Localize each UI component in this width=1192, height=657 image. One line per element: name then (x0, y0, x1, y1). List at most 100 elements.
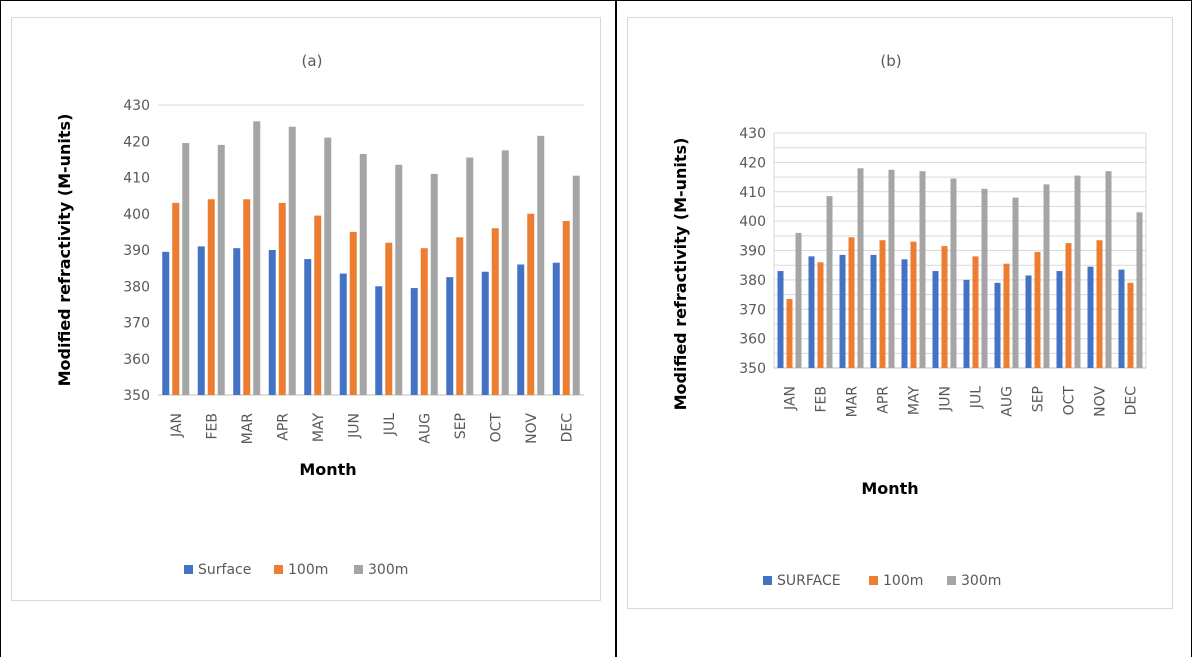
x-tick-label: DEC (1124, 386, 1140, 416)
bar-100m-feb (207, 199, 215, 395)
bar-100m-apr (278, 202, 286, 395)
bar-surface-dec (552, 262, 560, 395)
x-tick-label: APR (275, 413, 291, 441)
bar-surface-may (901, 259, 908, 368)
bar-300m-jun (359, 153, 367, 395)
y-tick-label: 350 (739, 361, 766, 377)
x-tick-label: FEB (204, 413, 220, 440)
bar-300m-may (919, 171, 926, 368)
chart-b-frame: (b) 350 360 370 380 390 400 410 420 430 JAN FEB MAR A… (627, 17, 1173, 609)
bar-300m-jan (182, 143, 190, 395)
bar-100m-apr (879, 240, 886, 368)
x-tick-label: NOV (524, 413, 540, 444)
x-axis-label: Month (861, 479, 918, 498)
bar-100m-sep (456, 237, 464, 395)
bar-100m-oct (491, 228, 499, 395)
x-tick-label: APR (876, 386, 892, 414)
y-axis-label: Modified refractivity (M-units) (55, 114, 74, 387)
legend-swatch (354, 565, 363, 574)
chart-a: (a) 350 360 370 380 390 400 410 420 430 JAN FEB MAR A… (55, 52, 584, 578)
bar-100m-may (910, 241, 917, 368)
bar-300m-jun (950, 178, 957, 368)
x-tick-label: OCT (1062, 386, 1078, 416)
bar-100m-feb (817, 262, 824, 368)
y-tick-label: 380 (123, 279, 150, 295)
x-tick-label: JUN (938, 386, 954, 412)
bar-300m-mar (857, 168, 864, 368)
x-tick-label: MAY (311, 413, 327, 443)
legend-swatch (947, 576, 956, 585)
bar-100m-mar (243, 199, 251, 395)
y-tick-label: 420 (123, 134, 150, 150)
y-tick-label: 390 (123, 243, 150, 259)
bar-surface-jul (963, 279, 970, 368)
bar-300m-feb (826, 196, 833, 368)
x-tick-label: OCT (488, 413, 504, 443)
x-tick-label: MAR (845, 386, 861, 418)
bar-surface-sep (446, 277, 454, 395)
bar-surface-jan (162, 251, 170, 395)
x-tick-label: JAN (169, 413, 185, 438)
bar-300m-oct (1074, 175, 1081, 368)
bar-surface-jul (375, 286, 383, 395)
y-tick-label: 420 (739, 155, 766, 171)
bar-surface-oct (1056, 271, 1063, 368)
x-tick-label: AUG (1000, 386, 1016, 417)
bar-surface-mar (839, 254, 846, 368)
bar-surface-mar (233, 248, 241, 395)
bar-surface-nov (1087, 266, 1094, 368)
bar-surface-jun (339, 273, 347, 395)
bar-100m-jan (786, 298, 793, 368)
x-tick-label: JUL (969, 386, 985, 409)
bar-300m-may (324, 137, 332, 395)
bar-100m-dec (1127, 282, 1134, 368)
y-tick-label: 390 (739, 244, 766, 260)
y-tick-label: 370 (739, 302, 766, 318)
bar-surface-jun (932, 271, 939, 368)
legend-label: 300m (961, 573, 1001, 589)
x-tick-label: AUG (417, 413, 433, 444)
bar-surface-may (304, 259, 312, 395)
y-tick-label: 370 (123, 316, 150, 332)
y-tick-label: 360 (739, 332, 766, 348)
bar-100m-jun (349, 231, 357, 395)
bar-300m-dec (572, 175, 580, 395)
x-tick-label: JAN (783, 386, 799, 411)
chart-b: (b) 350 360 370 380 390 400 410 420 430 JAN FEB MAR A… (671, 52, 1147, 589)
chart-title: (b) (880, 52, 901, 70)
y-tick-label: 430 (123, 98, 150, 114)
bar-100m-jun (941, 246, 948, 368)
bar-surface-feb (808, 256, 815, 368)
x-tick-label: FEB (814, 386, 830, 413)
bar-surface-apr (268, 250, 276, 395)
bar-surface-aug (410, 288, 418, 395)
x-tick-label: MAR (240, 413, 256, 445)
bar-300m-oct (501, 150, 509, 395)
chart-title: (a) (302, 52, 323, 70)
bar-300m-aug (1012, 197, 1019, 368)
bar-100m-sep (1034, 251, 1041, 368)
legend-label: 300m (368, 562, 408, 578)
y-tick-label: 400 (123, 207, 150, 223)
y-tick-label: 410 (739, 185, 766, 201)
bar-100m-oct (1065, 243, 1072, 368)
bar-surface-apr (870, 254, 877, 368)
bar-300m-dec (1136, 212, 1143, 368)
bar-surface-aug (994, 282, 1001, 368)
y-tick-label: 360 (123, 352, 150, 368)
bar-300m-jul (981, 188, 988, 368)
x-axis-label: Month (299, 460, 356, 479)
x-tick-label: JUN (346, 413, 362, 439)
x-tick-label: DEC (559, 413, 575, 443)
bar-300m-sep (1043, 184, 1050, 368)
y-tick-label: 410 (123, 171, 150, 187)
legend-label: 100m (883, 573, 923, 589)
bar-300m-nov (537, 135, 545, 395)
bar-100m-nov (1096, 240, 1103, 368)
bar-300m-jul (395, 164, 403, 395)
chart-a-frame: (a) 350 360 370 380 390 400 410 420 430 JAN FEB MAR A… (11, 17, 601, 601)
legend-label: Surface (198, 562, 251, 578)
bar-300m-sep (466, 157, 474, 395)
bar-surface-nov (517, 264, 525, 395)
bar-surface-dec (1118, 269, 1125, 368)
